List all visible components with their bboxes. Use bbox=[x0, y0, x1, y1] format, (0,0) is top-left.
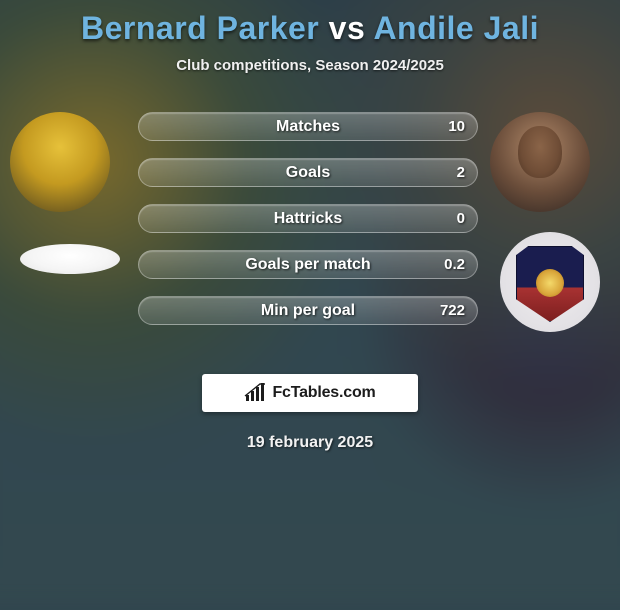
club-badge-player2 bbox=[500, 232, 600, 332]
brand-badge[interactable]: FcTables.com bbox=[202, 374, 418, 412]
stat-right-value: 0.2 bbox=[444, 251, 465, 278]
stat-label: Matches bbox=[139, 113, 477, 140]
stat-right-value: 10 bbox=[448, 113, 465, 140]
stat-label: Hattricks bbox=[139, 205, 477, 232]
date-line: 19 february 2025 bbox=[0, 434, 620, 452]
stat-bar-min-per-goal: Min per goal 722 bbox=[138, 296, 478, 325]
comparison-card: Bernard Parker vs Andile Jali Club compe… bbox=[0, 0, 620, 580]
stat-bar-hattricks: Hattricks 0 bbox=[138, 204, 478, 233]
stat-bar-goals-per-match: Goals per match 0.2 bbox=[138, 250, 478, 279]
stat-right-value: 722 bbox=[440, 297, 465, 324]
title-player1: Bernard Parker bbox=[81, 10, 319, 46]
stat-bar-matches: Matches 10 bbox=[138, 112, 478, 141]
stat-bar-goals: Goals 2 bbox=[138, 158, 478, 187]
title-player2: Andile Jali bbox=[373, 10, 539, 46]
avatar-player1 bbox=[10, 112, 110, 212]
title-vs: vs bbox=[329, 10, 366, 46]
bar-chart-icon bbox=[244, 383, 268, 403]
page-title: Bernard Parker vs Andile Jali bbox=[0, 10, 620, 47]
stat-right-value: 2 bbox=[457, 159, 465, 186]
stat-label: Min per goal bbox=[139, 297, 477, 324]
stat-right-value: 0 bbox=[457, 205, 465, 232]
subtitle: Club competitions, Season 2024/2025 bbox=[0, 57, 620, 74]
club-badge-player1 bbox=[20, 244, 120, 274]
stat-label: Goals per match bbox=[139, 251, 477, 278]
avatar-player2 bbox=[490, 112, 590, 212]
brand-text: FcTables.com bbox=[272, 384, 375, 402]
stat-bars: Matches 10 Goals 2 Hattricks 0 Goals per… bbox=[138, 112, 478, 325]
stat-label: Goals bbox=[139, 159, 477, 186]
comparison-area: Matches 10 Goals 2 Hattricks 0 Goals per… bbox=[0, 112, 620, 352]
shield-icon bbox=[516, 246, 584, 322]
